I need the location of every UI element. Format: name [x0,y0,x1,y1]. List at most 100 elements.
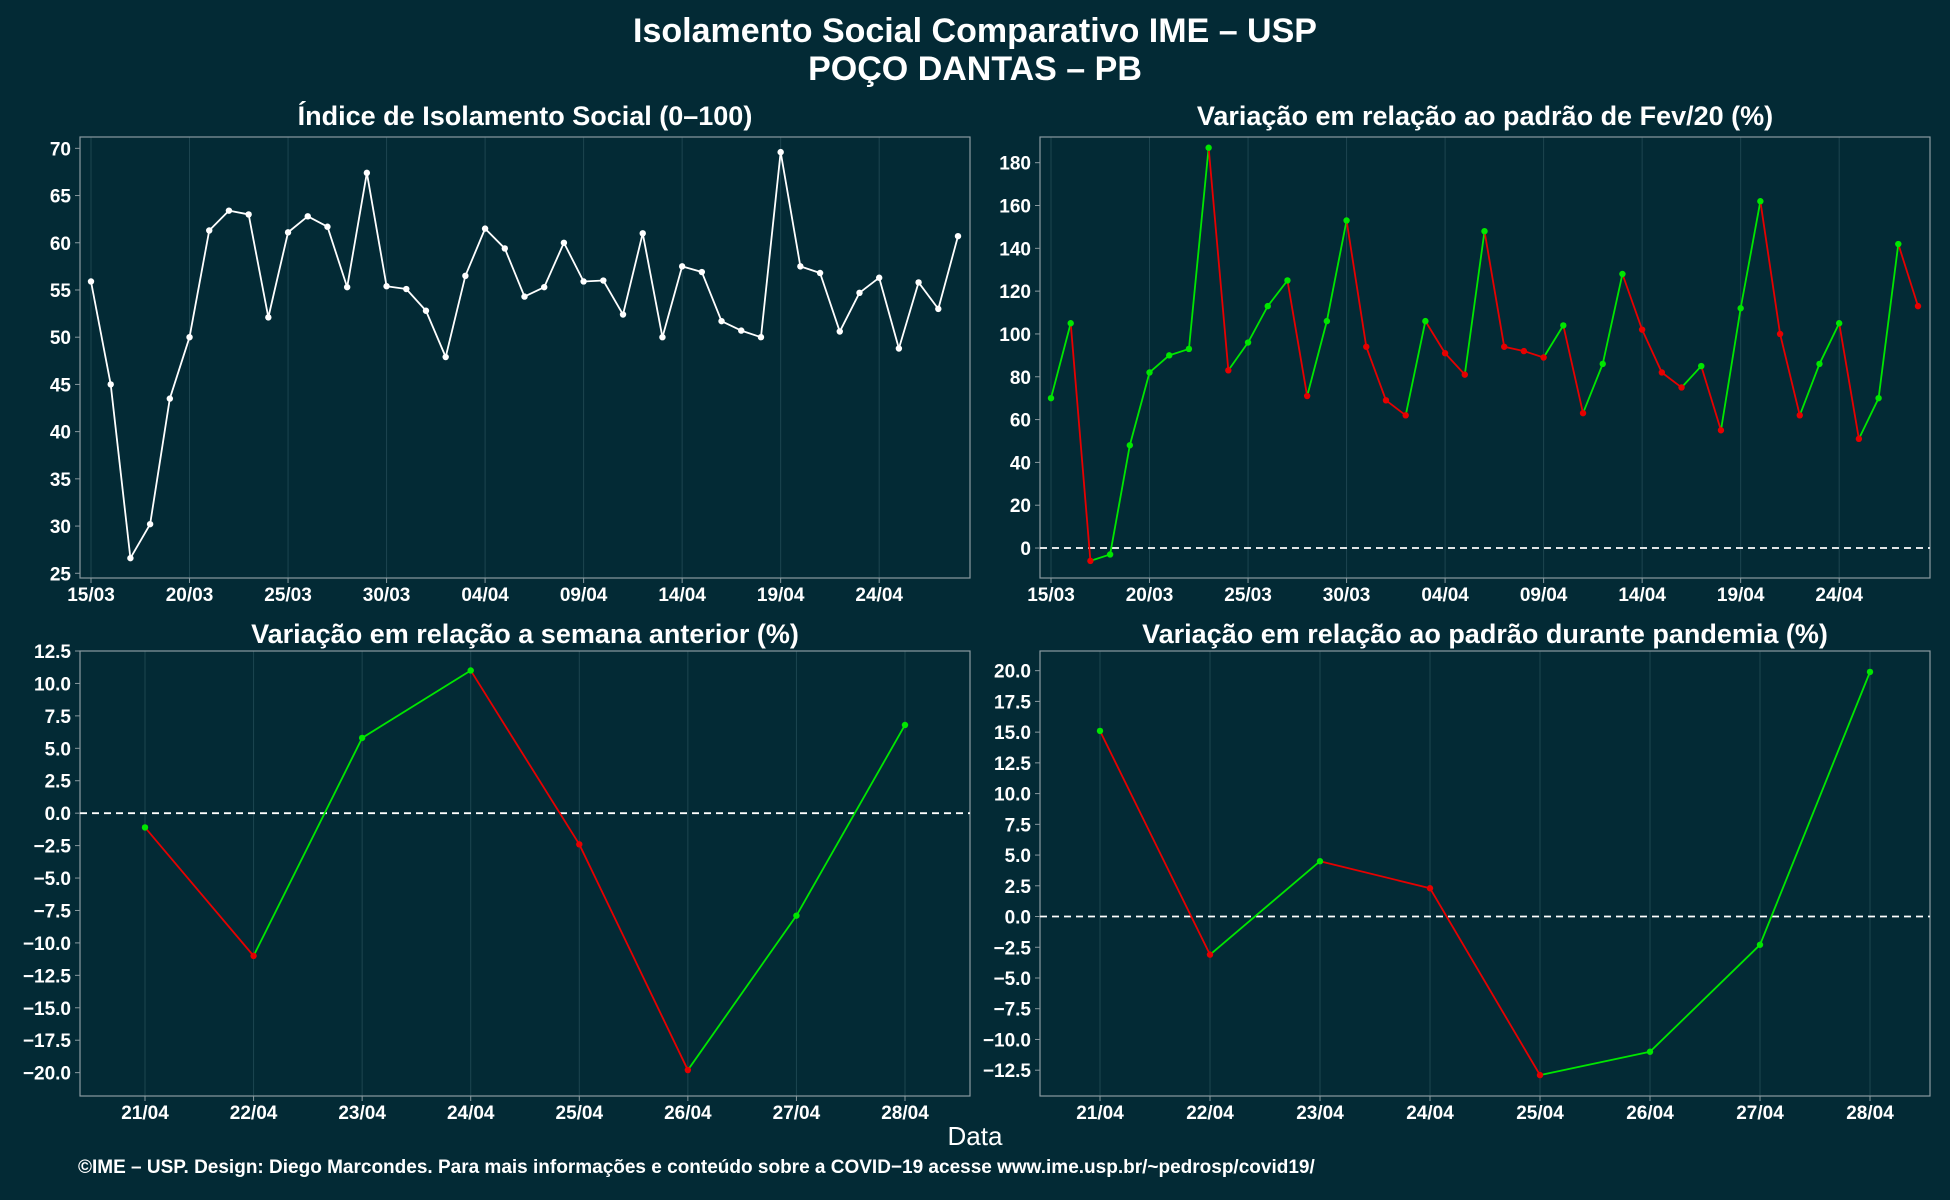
y-tick-label: −17.5 [23,1031,72,1052]
x-tick-label: 25/04 [556,1103,604,1124]
series-segment [1562,325,1584,414]
series-segment [687,915,798,1071]
data-point [1441,350,1449,357]
data-point [954,232,962,240]
y-tick-label: −12.5 [983,1061,1032,1082]
series-segment [326,226,349,288]
data-point [777,148,784,156]
series-segment [524,286,545,298]
series-segment [1877,243,1900,399]
data-point [639,230,646,237]
data-point [1303,392,1311,400]
data-point [1206,951,1214,958]
x-tick-label: 27/04 [773,1103,821,1124]
data-point [1205,144,1212,151]
series-segment [307,215,328,228]
series-segment [1582,363,1604,414]
data-point [1536,1071,1544,1079]
data-point [1323,317,1331,325]
y-tick-label: 40 [50,423,71,444]
series-segment [1759,671,1871,946]
x-tick-label: 30/03 [363,585,411,606]
y-tick-label: 10.0 [34,674,71,695]
data-point [1106,551,1114,558]
data-point [501,245,508,252]
data-point [1866,668,1874,676]
y-tick-label: 12.5 [994,754,1031,775]
series-segment [1463,231,1486,375]
data-point [1646,1048,1654,1055]
data-point [1501,343,1508,350]
series-segment [858,276,880,294]
data-point [1363,343,1370,350]
series-segment [1838,323,1860,440]
data-point [1914,302,1922,310]
y-tick-label: 2.5 [45,772,72,793]
data-point [1146,369,1153,376]
y-tick-label: 40 [1010,453,1031,474]
data-point [797,263,804,270]
data-point [619,311,627,318]
x-tick-label: 25/03 [264,585,312,606]
series-segment [469,669,581,845]
series-segment [795,724,906,917]
series-segment [1188,147,1210,350]
series-segment [1429,887,1541,1076]
series-segment [464,228,486,277]
y-tick-label: 7.5 [1005,815,1032,836]
y-tick-label: 17.5 [994,692,1031,713]
series-segment [878,277,900,349]
series-segment [287,215,309,234]
x-tick-label: 19/04 [757,585,805,606]
y-tick-label: 180 [999,154,1031,175]
y-tick-label: 65 [50,187,72,208]
series-segment [917,281,940,310]
panel-title-variation-previous-week: Variação em relação a semana anterior (%… [251,619,799,649]
series-segment [819,272,841,332]
series-segment [1168,348,1190,357]
x-tick-label: 26/04 [664,1103,712,1124]
series-segment [425,310,447,358]
data-point [698,268,706,276]
series-segment [1621,273,1643,330]
series-segment [1680,365,1702,389]
data-point [304,213,311,220]
data-point [206,227,213,234]
data-point [265,314,272,321]
series-segment [1424,320,1446,354]
x-tick-label: 20/03 [1126,585,1174,606]
data-point [1185,345,1193,353]
series-segment [484,227,506,250]
data-point [684,1066,692,1074]
series-segment [1542,324,1565,358]
series-segment [365,172,388,287]
series-segment [90,281,112,385]
series-segment [701,271,723,322]
series-segment [109,384,132,559]
chart-title: Isolamento Social Comparativo IME – USP [633,12,1317,50]
data-point [284,229,292,236]
series-segment [622,233,644,315]
data-point [1658,369,1666,376]
x-axis-label: Data [947,1121,1003,1151]
series-segment [1483,231,1506,347]
series-segment [1306,320,1328,397]
series-segment [1700,365,1722,431]
y-tick-label: 10.0 [994,785,1031,806]
series-segment [1267,279,1289,307]
data-point [1166,352,1173,359]
data-point [560,239,568,246]
data-point [1678,384,1685,391]
series-segment [1099,730,1211,956]
series-segment [149,398,171,525]
data-point [1426,885,1434,892]
series-segment [208,210,230,232]
data-point [856,289,863,297]
data-point [1402,412,1409,419]
y-tick-label: 60 [1010,411,1031,432]
data-point [1284,277,1291,284]
y-tick-label: 50 [50,328,71,349]
x-tick-label: 15/03 [1027,585,1075,606]
series-segment [1504,345,1525,352]
data-point [1481,227,1488,235]
